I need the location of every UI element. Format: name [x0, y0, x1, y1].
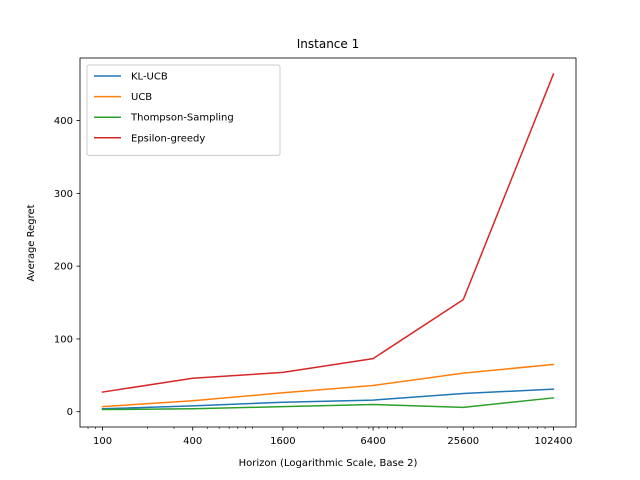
y-tick-label: 0 [67, 407, 73, 418]
series-line-ucb [101, 363, 555, 408]
x-tick-label: 100 [93, 436, 112, 447]
y-tick-label: 300 [54, 189, 73, 200]
y-axis-ticks: 0 100 200 300 400 [54, 116, 80, 418]
legend-label-kl-ucb: KL-UCB [131, 72, 168, 83]
y-tick-label: 400 [54, 116, 73, 127]
y-axis-label: Average Regret [26, 204, 37, 281]
x-tick-label: 1600 [270, 436, 295, 447]
x-tick-label: 6400 [360, 436, 385, 447]
y-tick-label: 100 [54, 334, 73, 345]
x-axis-label: Horizon (Logarithmic Scale, Base 2) [239, 458, 418, 469]
x-tick-label: 25600 [447, 436, 479, 447]
series-lines [101, 73, 555, 411]
x-axis-ticks: 100 400 1600 6400 25600 102400 [93, 427, 573, 447]
legend-label-epsilon-greedy: Epsilon-greedy [131, 133, 205, 144]
series-line-kl-ucb [101, 388, 555, 410]
x-tick-label: 400 [183, 436, 202, 447]
legend-label-thompson-sampling: Thompson-Sampling [130, 113, 234, 124]
series-line-epsilon-greedy [101, 73, 555, 393]
legend: KL-UCB UCB Thompson-Sampling Epsilon-greedy [86, 64, 281, 156]
x-tick-label: 102400 [534, 436, 572, 447]
chart-title: Instance 1 [297, 37, 360, 51]
legend-label-ucb: UCB [131, 92, 152, 103]
plot-frame [79, 57, 577, 428]
legend-box [86, 64, 281, 156]
series-line-thompson-sampling [101, 397, 555, 411]
y-tick-label: 200 [54, 262, 73, 273]
